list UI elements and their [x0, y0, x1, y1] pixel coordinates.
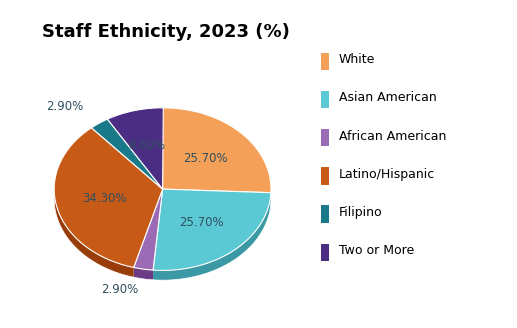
Text: 8.60%: 8.60%	[129, 139, 165, 153]
Text: Staff Ethnicity, 2023 (%): Staff Ethnicity, 2023 (%)	[41, 23, 290, 41]
Polygon shape	[108, 108, 163, 189]
Polygon shape	[153, 193, 271, 280]
FancyBboxPatch shape	[321, 167, 329, 184]
Text: Filipino: Filipino	[339, 206, 382, 219]
Text: Two or More: Two or More	[339, 244, 414, 257]
FancyBboxPatch shape	[321, 243, 329, 261]
Polygon shape	[134, 267, 153, 280]
Text: 2.90%: 2.90%	[101, 283, 139, 296]
Polygon shape	[134, 189, 163, 270]
Text: 34.30%: 34.30%	[82, 193, 127, 205]
Text: 2.90%: 2.90%	[46, 100, 83, 113]
Text: Latino/Hispanic: Latino/Hispanic	[339, 168, 435, 181]
FancyBboxPatch shape	[321, 129, 329, 146]
Polygon shape	[153, 189, 271, 270]
FancyBboxPatch shape	[321, 205, 329, 223]
FancyBboxPatch shape	[321, 91, 329, 108]
Text: African American: African American	[339, 130, 446, 143]
Text: White: White	[339, 53, 375, 66]
Text: 25.70%: 25.70%	[179, 216, 224, 229]
Polygon shape	[54, 128, 163, 267]
FancyBboxPatch shape	[321, 53, 329, 70]
Text: Asian American: Asian American	[339, 92, 436, 104]
Polygon shape	[92, 119, 163, 189]
Text: 25.70%: 25.70%	[184, 152, 228, 165]
Polygon shape	[163, 108, 271, 193]
Polygon shape	[54, 189, 134, 277]
